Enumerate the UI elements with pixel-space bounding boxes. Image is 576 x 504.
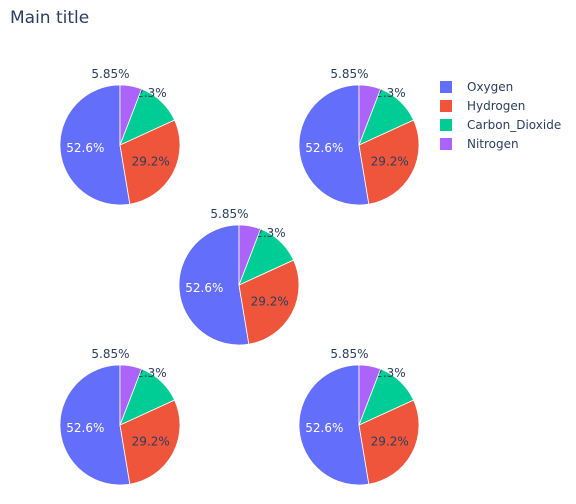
pie-3: 52.6%29.2%12.3%5.85% bbox=[178, 207, 300, 346]
slice-label-hydrogen: 29.2% bbox=[132, 154, 170, 168]
slice-label-nitrogen: 5.85% bbox=[91, 67, 129, 81]
legend-label-oxygen: Oxygen bbox=[467, 80, 513, 94]
slice-nitrogen[interactable] bbox=[358, 364, 382, 426]
legend: Oxygen Hydrogen Carbon_Dioxide Nitrogen bbox=[440, 80, 561, 151]
legend-swatch-hydrogen bbox=[440, 100, 452, 112]
pies-group: 52.6%29.2%12.3%5.85%52.6%29.2%12.3%5.85%… bbox=[59, 67, 420, 486]
legend-swatch-carbon-dioxide bbox=[440, 119, 452, 131]
slice-label-nitrogen: 5.85% bbox=[330, 347, 368, 361]
slice-nitrogen[interactable] bbox=[119, 364, 143, 426]
slice-oxygen[interactable] bbox=[178, 224, 250, 346]
legend-item-nitrogen[interactable]: Nitrogen bbox=[440, 137, 519, 151]
slice-label-hydrogen: 29.2% bbox=[371, 434, 409, 448]
legend-label-carbon-dioxide: Carbon_Dioxide bbox=[467, 118, 561, 132]
slice-label-hydrogen: 29.2% bbox=[251, 294, 289, 308]
slice-label-nitrogen: 5.85% bbox=[210, 207, 248, 221]
slice-oxygen[interactable] bbox=[59, 84, 131, 206]
slice-label-oxygen: 52.6% bbox=[305, 421, 343, 435]
slice-hydrogen[interactable] bbox=[238, 259, 300, 345]
legend-swatch-oxygen bbox=[440, 81, 452, 93]
pie-2: 52.6%29.2%12.3%5.85% bbox=[298, 67, 420, 206]
legend-item-hydrogen[interactable]: Hydrogen bbox=[440, 99, 525, 113]
pie-4: 52.6%29.2%12.3%5.85% bbox=[59, 347, 181, 486]
slice-nitrogen[interactable] bbox=[358, 84, 382, 146]
slice-oxygen[interactable] bbox=[59, 364, 131, 486]
slice-hydrogen[interactable] bbox=[358, 399, 420, 485]
legend-label-nitrogen: Nitrogen bbox=[467, 137, 519, 151]
pie-5: 52.6%29.2%12.3%5.85% bbox=[298, 347, 420, 486]
legend-item-oxygen[interactable]: Oxygen bbox=[440, 80, 513, 94]
slice-oxygen[interactable] bbox=[298, 364, 370, 486]
slice-label-oxygen: 52.6% bbox=[66, 421, 104, 435]
slice-hydrogen[interactable] bbox=[358, 119, 420, 205]
slice-label-oxygen: 52.6% bbox=[66, 141, 104, 155]
chart-title: Main title bbox=[10, 8, 89, 28]
legend-item-carbon-dioxide[interactable]: Carbon_Dioxide bbox=[440, 118, 561, 132]
pie-1: 52.6%29.2%12.3%5.85% bbox=[59, 67, 181, 206]
slice-label-hydrogen: 29.2% bbox=[132, 434, 170, 448]
slice-nitrogen[interactable] bbox=[238, 224, 262, 286]
legend-swatch-nitrogen bbox=[440, 138, 452, 150]
slice-label-oxygen: 52.6% bbox=[185, 281, 223, 295]
slice-nitrogen[interactable] bbox=[119, 84, 143, 146]
slice-label-hydrogen: 29.2% bbox=[371, 154, 409, 168]
slice-label-oxygen: 52.6% bbox=[305, 141, 343, 155]
slice-hydrogen[interactable] bbox=[119, 119, 181, 205]
legend-label-hydrogen: Hydrogen bbox=[467, 99, 525, 113]
slice-label-nitrogen: 5.85% bbox=[91, 347, 129, 361]
slice-hydrogen[interactable] bbox=[119, 399, 181, 485]
slice-label-nitrogen: 5.85% bbox=[330, 67, 368, 81]
slice-oxygen[interactable] bbox=[298, 84, 370, 206]
